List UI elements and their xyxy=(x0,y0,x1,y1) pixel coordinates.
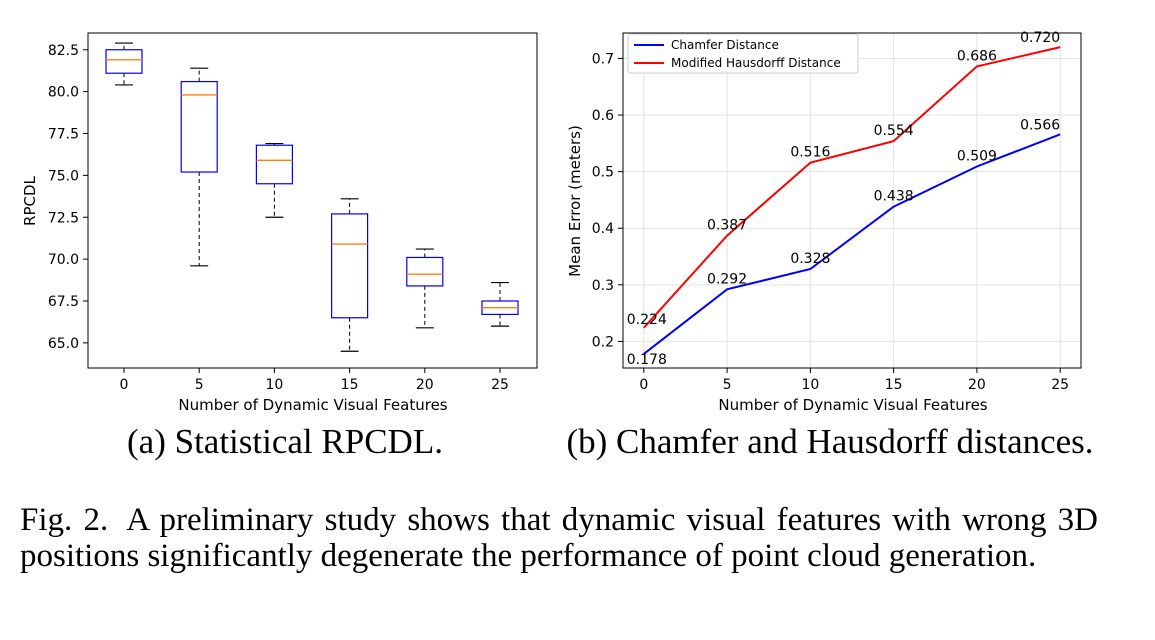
rpcdl-boxplot: RPCDL Number of Dynamic Visual Features … xyxy=(21,32,538,414)
hausdorff-series: 0.224 0.387 0.516 0.554 0.686 0.720 xyxy=(627,30,1061,329)
boxplot-y-tick-label: 82.5 xyxy=(48,43,79,59)
line-frame xyxy=(622,32,1082,369)
data-label: 0.554 xyxy=(874,123,914,139)
box xyxy=(255,144,293,185)
line-x-tick-label: 0 xyxy=(639,377,648,393)
box xyxy=(331,213,369,319)
boxplot-x-tick-label: 0 xyxy=(120,377,129,393)
line-y-tick-label: 0.3 xyxy=(592,278,614,294)
line-x-tick-label: 20 xyxy=(968,377,986,393)
data-label: 0.328 xyxy=(790,251,830,267)
legend: Chamfer Distance Modified Hausdorff Dista… xyxy=(627,33,859,74)
data-label: 0.387 xyxy=(707,218,747,234)
data-label: 0.292 xyxy=(707,271,747,287)
box-group xyxy=(406,248,444,329)
line-y-tick-label: 0.2 xyxy=(592,334,614,350)
figure-caption-text: A preliminary study shows that dynamic v… xyxy=(20,502,1098,574)
subcaption-b: (b) Chamfer and Hausdorff distances. xyxy=(566,422,1094,461)
line-x-tick-label: 15 xyxy=(885,377,903,393)
boxplot-x-tick-label: 20 xyxy=(416,377,434,393)
data-label: 0.224 xyxy=(627,312,667,328)
boxplot-y-tick-label: 77.5 xyxy=(48,127,79,143)
series-line xyxy=(643,133,1061,355)
boxplot-x-tick-label: 25 xyxy=(491,377,509,393)
boxplot-x-tick-label: 5 xyxy=(195,377,204,393)
subcaption-a: (a) Statistical RPCDL. xyxy=(127,422,443,461)
boxplot-y-tick-label: 70.0 xyxy=(48,252,79,268)
line-x-tick-label: 25 xyxy=(1051,377,1069,393)
boxplot-x-tick-label: 10 xyxy=(265,377,283,393)
box-group xyxy=(255,142,293,218)
series-line xyxy=(643,46,1061,329)
legend-box xyxy=(627,33,859,74)
box xyxy=(105,49,143,74)
distance-line-chart: Mean Error (meters) Number of Dynamic Vi… xyxy=(566,30,1082,414)
data-label: 0.438 xyxy=(874,189,914,205)
boxplot-y-tick-label: 72.5 xyxy=(48,210,79,226)
boxplot-y-tick-label: 67.5 xyxy=(48,294,79,310)
boxplot-x-tick-label: 15 xyxy=(341,377,359,393)
boxplot-y-axis-label: RPCDL xyxy=(21,175,39,225)
line-y-tick-label: 0.6 xyxy=(592,108,614,124)
figure-caption: Fig. 2. A preliminary study shows that dy… xyxy=(20,502,1098,574)
line-y-tick-label: 0.5 xyxy=(592,165,614,181)
box-group xyxy=(105,42,143,86)
figure-caption-label: Fig. 2. xyxy=(20,502,109,538)
data-label: 0.509 xyxy=(957,149,997,165)
boxplot-y-tick-label: 75.0 xyxy=(48,168,79,184)
box-group xyxy=(331,198,369,352)
line-x-tick-label: 10 xyxy=(801,377,819,393)
data-label: 0.516 xyxy=(790,145,830,161)
boxplot-frame xyxy=(87,32,538,369)
line-y-tick-label: 0.4 xyxy=(592,221,614,237)
box-group xyxy=(481,281,519,327)
line-y-tick-label: 0.7 xyxy=(592,51,614,67)
line-x-tick-label: 5 xyxy=(723,377,732,393)
data-label: 0.720 xyxy=(1020,30,1060,46)
box-group xyxy=(180,67,218,267)
boxplot-y-tick-label: 80.0 xyxy=(48,85,79,101)
box xyxy=(180,80,218,173)
data-label: 0.566 xyxy=(1020,117,1060,133)
data-label: 0.178 xyxy=(627,352,667,368)
box xyxy=(406,256,444,287)
legend-label: Chamfer Distance xyxy=(671,38,779,52)
line-y-axis-label: Mean Error (meters) xyxy=(566,125,584,277)
chamfer-series: 0.178 0.292 0.328 0.438 0.509 0.566 xyxy=(627,117,1061,368)
data-label: 0.686 xyxy=(957,48,997,64)
boxplot-y-tick-label: 65.0 xyxy=(48,336,79,352)
line-x-axis-label: Number of Dynamic Visual Features xyxy=(718,396,987,414)
boxplot-x-axis-label: Number of Dynamic Visual Features xyxy=(178,396,447,414)
legend-label: Modified Hausdorff Distance xyxy=(671,56,841,70)
